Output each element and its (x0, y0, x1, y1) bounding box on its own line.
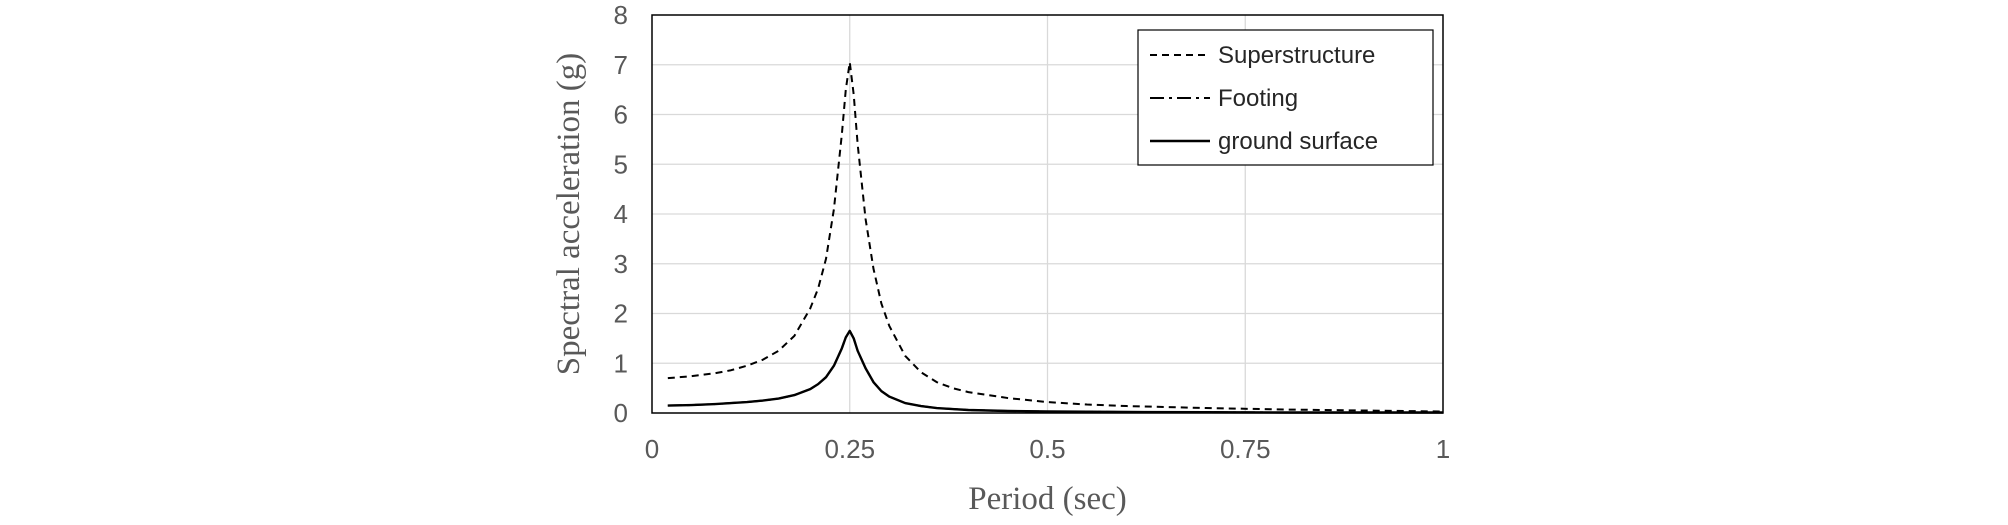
y-axis-title: Spectral acceleration (g) (551, 53, 587, 375)
legend: Superstructure Footing ground surface (1137, 29, 1434, 166)
x-tick-label: 0 (645, 434, 659, 464)
y-tick-label: 5 (614, 149, 628, 179)
x-tick-label: 0.75 (1220, 434, 1271, 464)
plot-frame (651, 14, 1444, 414)
series-line-footing (667, 329, 1443, 414)
series-line-superstructure (667, 61, 1444, 413)
y-tick-label: 2 (614, 299, 628, 329)
x-axis-title: Period (sec) (968, 481, 1127, 517)
x-tick-label: 0.5 (1029, 434, 1065, 464)
legend-label: Footing (1218, 85, 1298, 112)
x-tick-labels: 0 0.25 0.5 0.75 1 (645, 434, 1450, 464)
x-tick-label: 1 (1436, 434, 1450, 464)
legend-label: ground surface (1218, 128, 1378, 155)
y-tick-label: 0 (614, 398, 628, 428)
y-tick-label: 7 (614, 50, 628, 80)
y-tick-label: 3 (614, 249, 628, 279)
y-tick-labels: 0 1 2 3 4 5 6 7 8 (614, 0, 628, 428)
y-tick-label: 4 (614, 199, 628, 229)
y-tick-label: 6 (614, 100, 628, 130)
gridlines (652, 15, 1443, 413)
x-tick-label: 0.25 (824, 434, 875, 464)
y-tick-label: 8 (614, 0, 628, 30)
series-group (667, 61, 1444, 414)
series-line-ground-surface (667, 329, 1443, 414)
y-tick-label: 1 (614, 348, 628, 378)
legend-label: Superstructure (1218, 42, 1375, 69)
